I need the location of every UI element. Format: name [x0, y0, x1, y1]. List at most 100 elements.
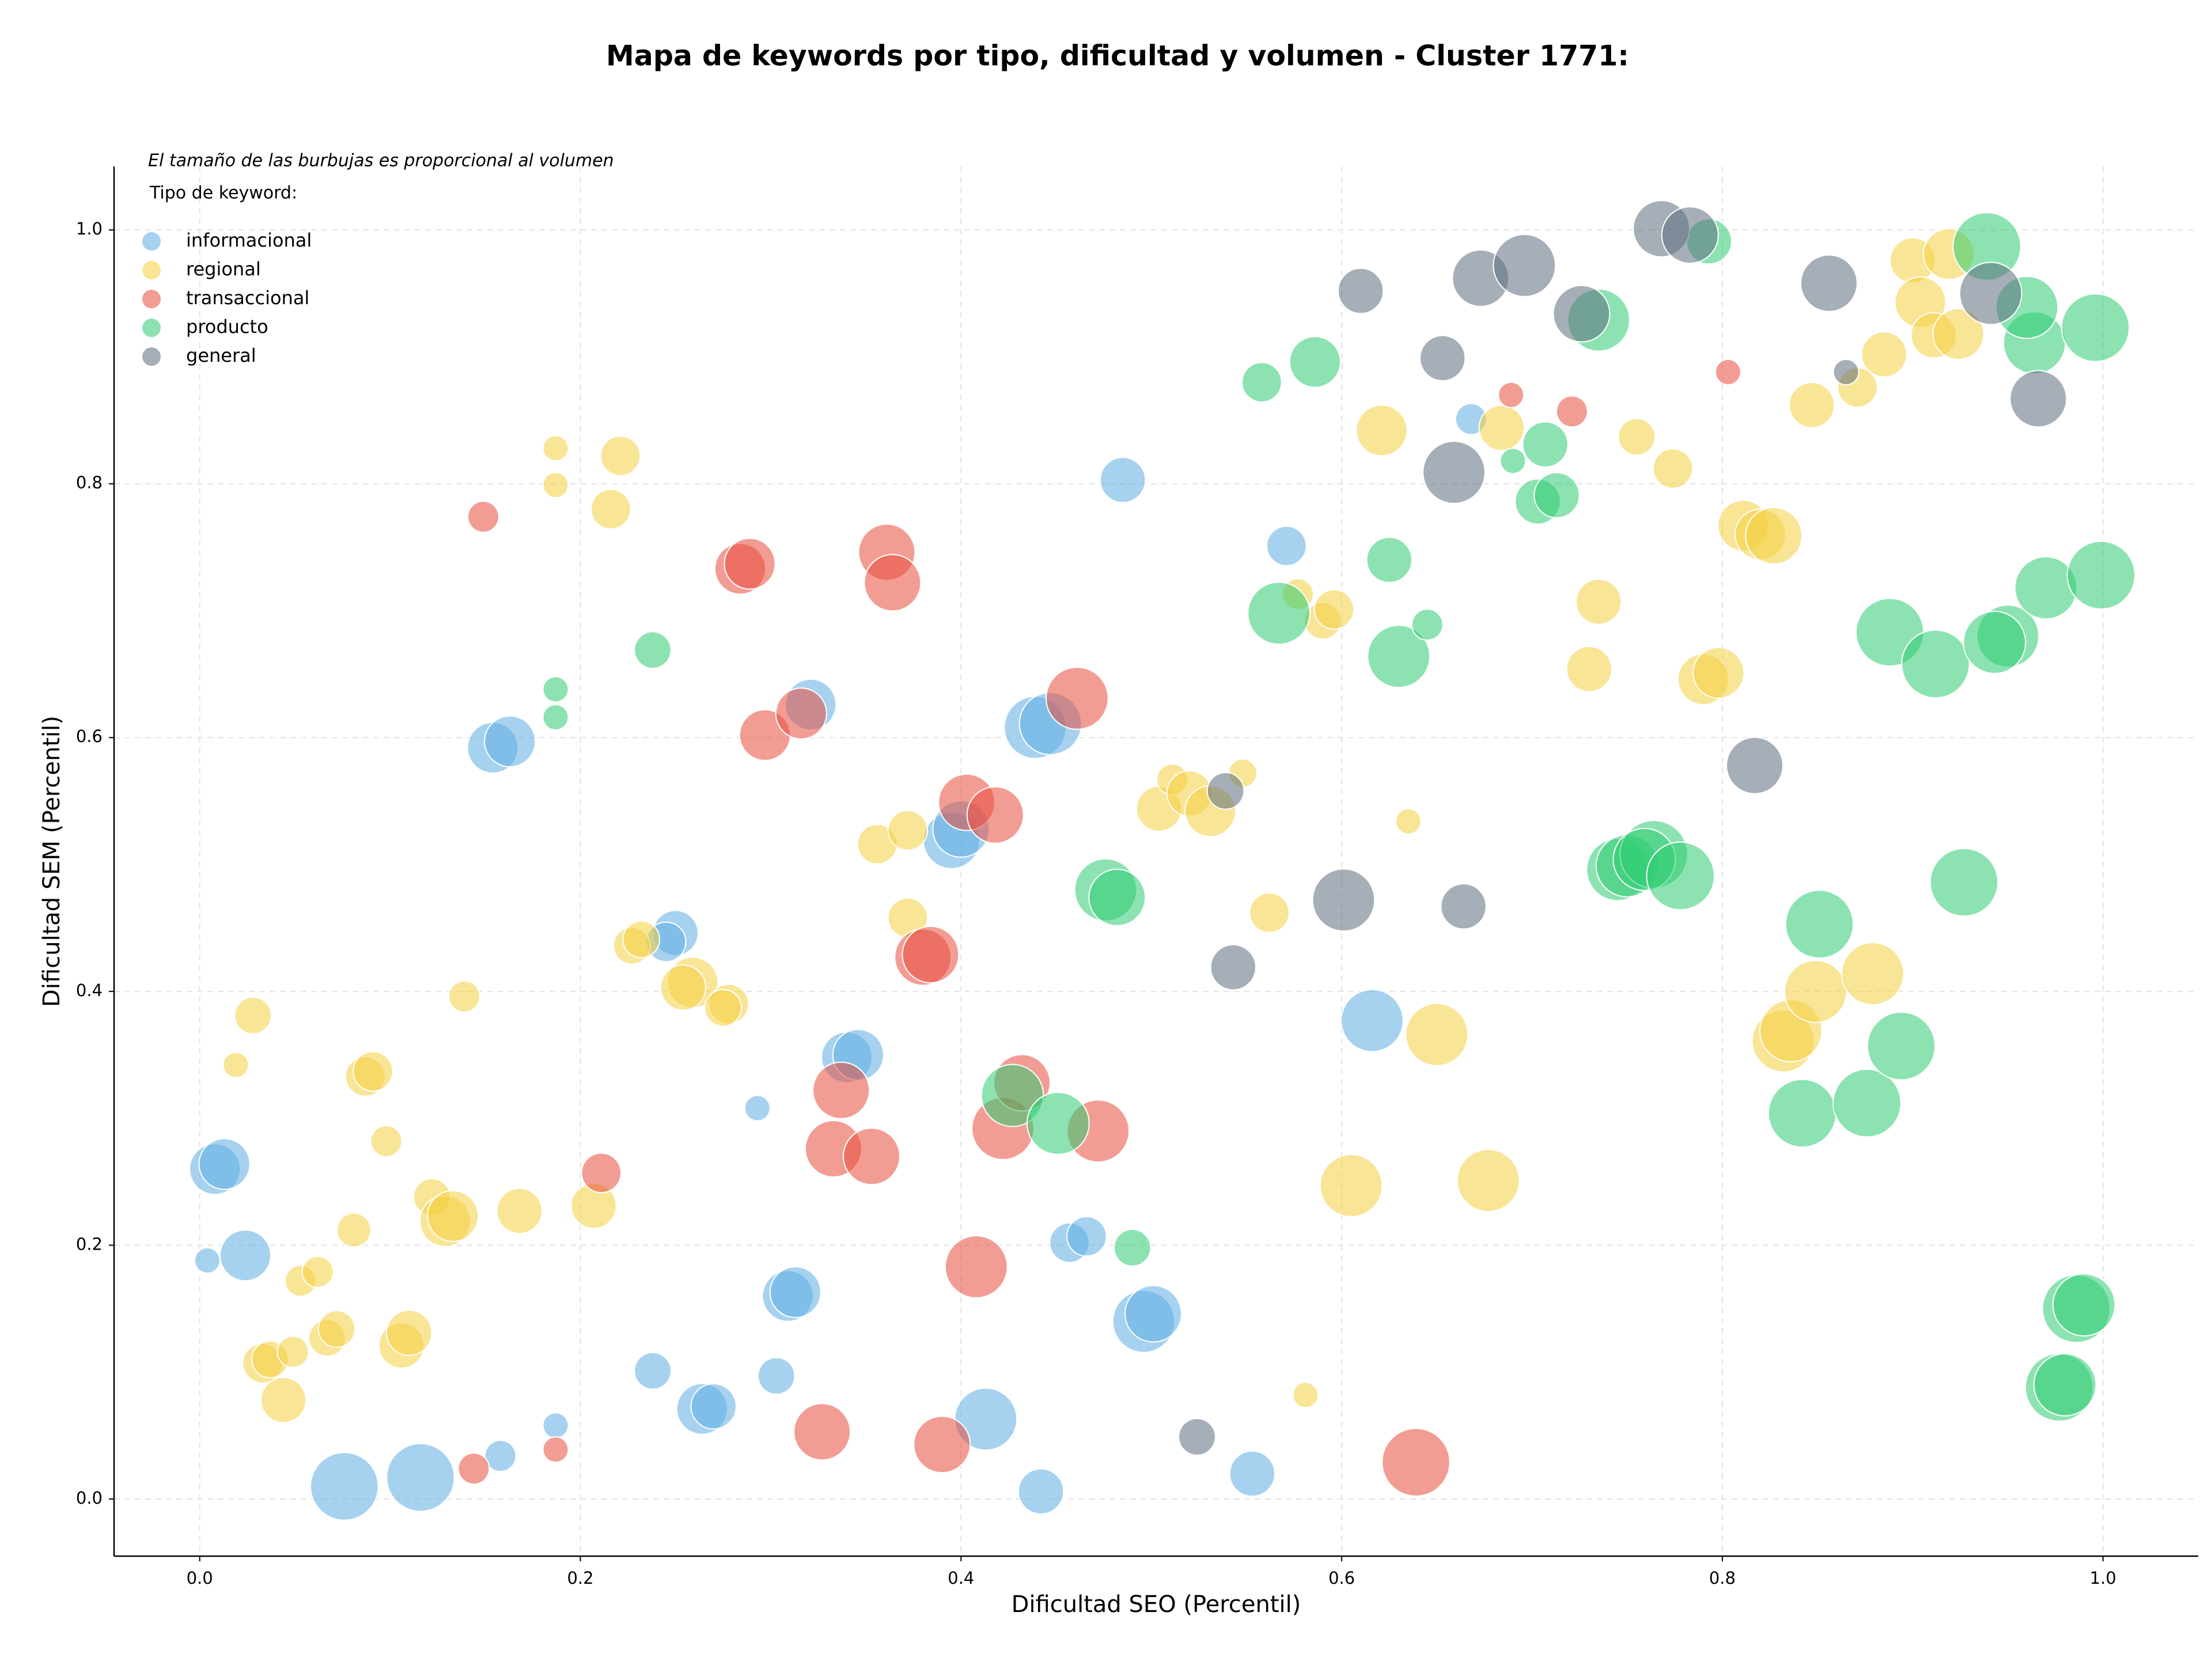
bubble — [542, 434, 569, 462]
bubble — [724, 538, 776, 590]
bubble — [1422, 440, 1486, 504]
bubble — [1456, 1149, 1520, 1212]
bubble — [769, 1266, 821, 1318]
bubble — [1206, 771, 1245, 810]
bubble — [1247, 581, 1310, 645]
bubble — [1381, 1428, 1450, 1497]
bubble — [1313, 589, 1355, 630]
bubble — [1692, 646, 1745, 699]
bubble — [1499, 447, 1527, 475]
legend-label: informacional — [186, 229, 312, 251]
bubble — [301, 1255, 334, 1288]
bubble — [1552, 285, 1611, 343]
bubble — [1726, 736, 1784, 794]
bubble — [496, 1187, 543, 1235]
bubble — [812, 1061, 870, 1119]
y-tick-label: 0.0 — [76, 1488, 103, 1508]
legend-marker — [141, 231, 162, 252]
bubble — [370, 1125, 403, 1157]
bubble — [1367, 625, 1431, 688]
bubble — [2009, 370, 2067, 428]
bubble — [966, 786, 1024, 844]
bubble — [1395, 808, 1422, 835]
bubble — [198, 1138, 251, 1190]
bubble — [1618, 418, 1656, 456]
bubble — [219, 1229, 272, 1282]
y-axis-label: Dificultad SEM (Percentil) — [39, 716, 65, 1007]
bubble — [194, 1247, 221, 1274]
bubble — [2066, 540, 2136, 610]
legend-label: general — [186, 345, 256, 366]
bubble — [1783, 959, 1847, 1023]
bubble — [600, 435, 641, 476]
bubble — [1556, 395, 1588, 428]
bubble — [260, 1376, 307, 1424]
bubble — [1419, 335, 1466, 381]
bubble — [427, 1190, 479, 1242]
bubble — [1266, 525, 1307, 566]
bubble — [660, 964, 707, 1011]
x-axis-label: Dificultad SEO (Percentil) — [1012, 1591, 1301, 1618]
x-tick-label: 0.6 — [1328, 1568, 1355, 1588]
legend-marker — [141, 317, 162, 338]
bubble — [353, 1051, 393, 1092]
bubble — [1366, 536, 1412, 584]
legend-marker — [141, 260, 162, 281]
bubble — [1661, 206, 1719, 264]
bubble — [1289, 336, 1341, 388]
legend-title: Tipo de keyword: — [149, 183, 297, 203]
bubble — [222, 1051, 249, 1079]
bubble — [1312, 868, 1376, 932]
bubble — [542, 1436, 569, 1463]
bubble — [1229, 1450, 1276, 1497]
bubble — [1866, 1011, 1936, 1081]
chart-title: Mapa de keywords por tipo, dificultad y … — [606, 40, 1629, 73]
bubble — [1963, 611, 2027, 674]
bubble — [1210, 944, 1257, 991]
bubble — [757, 1357, 796, 1395]
bubble — [1800, 254, 1858, 312]
bubble — [634, 631, 672, 669]
bubble — [1929, 847, 1999, 917]
bubble — [1575, 578, 1622, 625]
bubble — [542, 471, 569, 498]
bubble — [590, 489, 631, 530]
legend-label: regional — [186, 258, 261, 280]
bubble — [386, 1443, 455, 1512]
bubble — [1745, 507, 1803, 565]
bubble — [2061, 293, 2130, 362]
x-tick-label: 0.0 — [187, 1568, 213, 1588]
bubbles — [189, 199, 2136, 1521]
x-tick-label: 0.4 — [948, 1568, 974, 1588]
bubble — [276, 1335, 309, 1368]
y-tick-label: 0.6 — [76, 727, 103, 746]
bubble — [863, 554, 922, 612]
bubble — [1292, 1382, 1319, 1409]
bubble — [1498, 381, 1525, 408]
bubble — [1533, 472, 1580, 519]
bubble — [2052, 1273, 2116, 1337]
y-tick-label: 0.4 — [76, 981, 103, 1000]
bubble — [1785, 890, 1854, 959]
bubble — [1493, 233, 1556, 297]
bubble — [1789, 381, 1835, 429]
bubble — [1099, 456, 1146, 504]
bubble — [1319, 1153, 1383, 1217]
bubble — [622, 920, 661, 959]
bubble — [1861, 331, 1908, 378]
bubble — [704, 989, 743, 1027]
bubble — [1046, 667, 1109, 730]
bubble — [1340, 989, 1404, 1053]
bubble — [1832, 1068, 1902, 1138]
bubble — [1440, 883, 1487, 930]
bubble — [542, 676, 569, 703]
legend-marker — [141, 289, 162, 309]
bubble — [336, 1212, 372, 1248]
bubble — [1959, 262, 2022, 326]
bubble — [1411, 608, 1444, 641]
bubble — [1338, 267, 1384, 315]
bubble — [1405, 1002, 1469, 1066]
legend-marker — [141, 346, 162, 367]
